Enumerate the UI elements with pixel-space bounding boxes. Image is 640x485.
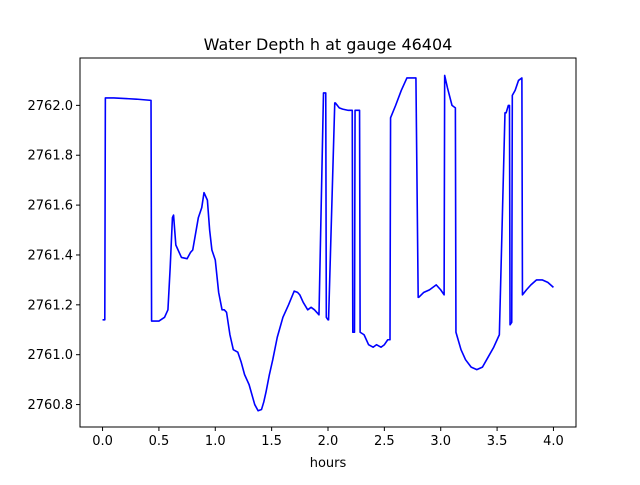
x-tick-label: 2.0: [318, 434, 339, 449]
x-tick-label: 1.0: [205, 434, 226, 449]
x-axis-label: hours: [310, 456, 347, 471]
y-tick-label: 2761.2: [28, 298, 74, 313]
chart-title: Water Depth h at gauge 46404: [204, 35, 453, 54]
x-tick-label: 1.5: [261, 434, 282, 449]
x-tick-label: 3.0: [430, 434, 451, 449]
x-tick-label: 0.5: [149, 434, 170, 449]
x-axis: 0.0 0.5 1.0 1.5 2.0 2.5 3.0 3.5 4.0: [92, 427, 564, 449]
plot-frame: [79, 57, 577, 428]
plot-area: [102, 74, 554, 412]
y-axis: 2760.8 2761.0 2761.2 2761.4 2761.6 2761.8 2762…: [28, 99, 80, 413]
x-tick-label: 3.5: [487, 434, 508, 449]
series-line-0: [102, 74, 554, 412]
y-tick-label: 2761.8: [28, 149, 74, 164]
y-tick-label: 2761.4: [28, 248, 74, 263]
y-tick-label: 2761.0: [28, 348, 74, 363]
y-tick-label: 2761.6: [28, 199, 74, 214]
x-tick-label: 2.5: [374, 434, 395, 449]
y-tick-label: 2762.0: [28, 99, 74, 114]
x-tick-label: 4.0: [543, 434, 564, 449]
y-tick-label: 2760.8: [28, 398, 74, 413]
x-tick-label: 0.0: [92, 434, 113, 449]
